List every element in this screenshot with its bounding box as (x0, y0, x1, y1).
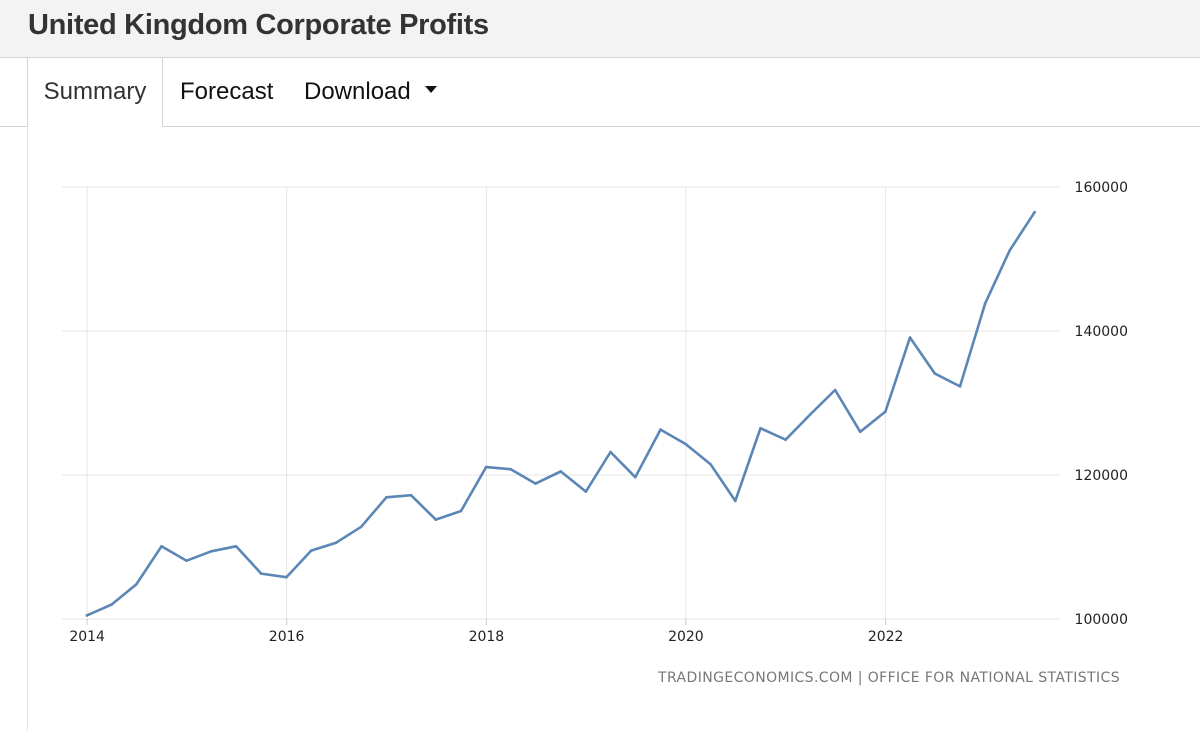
tab-summary[interactable]: Summary (27, 58, 163, 128)
page-title: United Kingdom Corporate Profits (28, 9, 489, 41)
data-point (933, 372, 937, 375)
tab-download-label: Download (304, 78, 411, 105)
data-point (833, 388, 837, 392)
data-point (684, 442, 687, 446)
y-tick-label: 160000 (1075, 180, 1128, 196)
data-point (509, 467, 512, 471)
data-point (709, 462, 712, 466)
data-point (1008, 249, 1011, 252)
x-tick-label: 2016 (269, 629, 305, 645)
chart-panel (27, 127, 1200, 731)
data-point (385, 496, 388, 499)
data-point (584, 490, 588, 493)
data-point (334, 541, 338, 544)
data-point (983, 302, 987, 305)
x-tick-label: 2018 (469, 629, 505, 645)
data-point (434, 518, 438, 521)
tab-forecast[interactable]: Forecast (180, 78, 274, 105)
data-point (309, 549, 313, 552)
data-point (908, 336, 912, 339)
data-point (135, 583, 138, 586)
y-tick-label: 100000 (1075, 612, 1128, 628)
data-point (209, 550, 213, 553)
tab-download[interactable]: Download (304, 58, 437, 126)
data-point (484, 465, 488, 469)
tab-bar: Summary Forecast Download (0, 58, 1200, 128)
data-point (259, 572, 263, 575)
y-tick-label: 140000 (1075, 324, 1128, 340)
x-tick-label: 2020 (668, 629, 704, 645)
data-point (285, 575, 288, 579)
data-point (234, 545, 238, 548)
data-point (784, 438, 787, 442)
data-point (634, 475, 637, 479)
data-point (659, 428, 662, 431)
title-bar: United Kingdom Corporate Profits (0, 0, 1200, 58)
data-point (110, 603, 113, 606)
data-point (459, 509, 463, 513)
data-point (359, 525, 363, 529)
data-point (734, 499, 737, 503)
data-point (609, 450, 612, 454)
data-point (958, 385, 962, 388)
data-point (759, 426, 762, 430)
source-note: TRADINGECONOMICS.COM | OFFICE FOR NATION… (658, 670, 1120, 686)
x-tick-label: 2014 (69, 629, 105, 645)
data-point (559, 470, 562, 473)
data-point (808, 413, 812, 416)
y-tick-label: 120000 (1075, 468, 1128, 484)
series-line (85, 210, 1036, 617)
data-point (85, 614, 89, 617)
data-point (160, 545, 163, 548)
data-point (1033, 210, 1036, 214)
data-point (409, 493, 413, 497)
data-point (858, 430, 862, 434)
x-tick-label: 2022 (868, 629, 904, 645)
data-point (185, 559, 188, 562)
caret-down-icon (424, 86, 437, 94)
data-point (884, 410, 887, 413)
data-point (534, 482, 537, 485)
